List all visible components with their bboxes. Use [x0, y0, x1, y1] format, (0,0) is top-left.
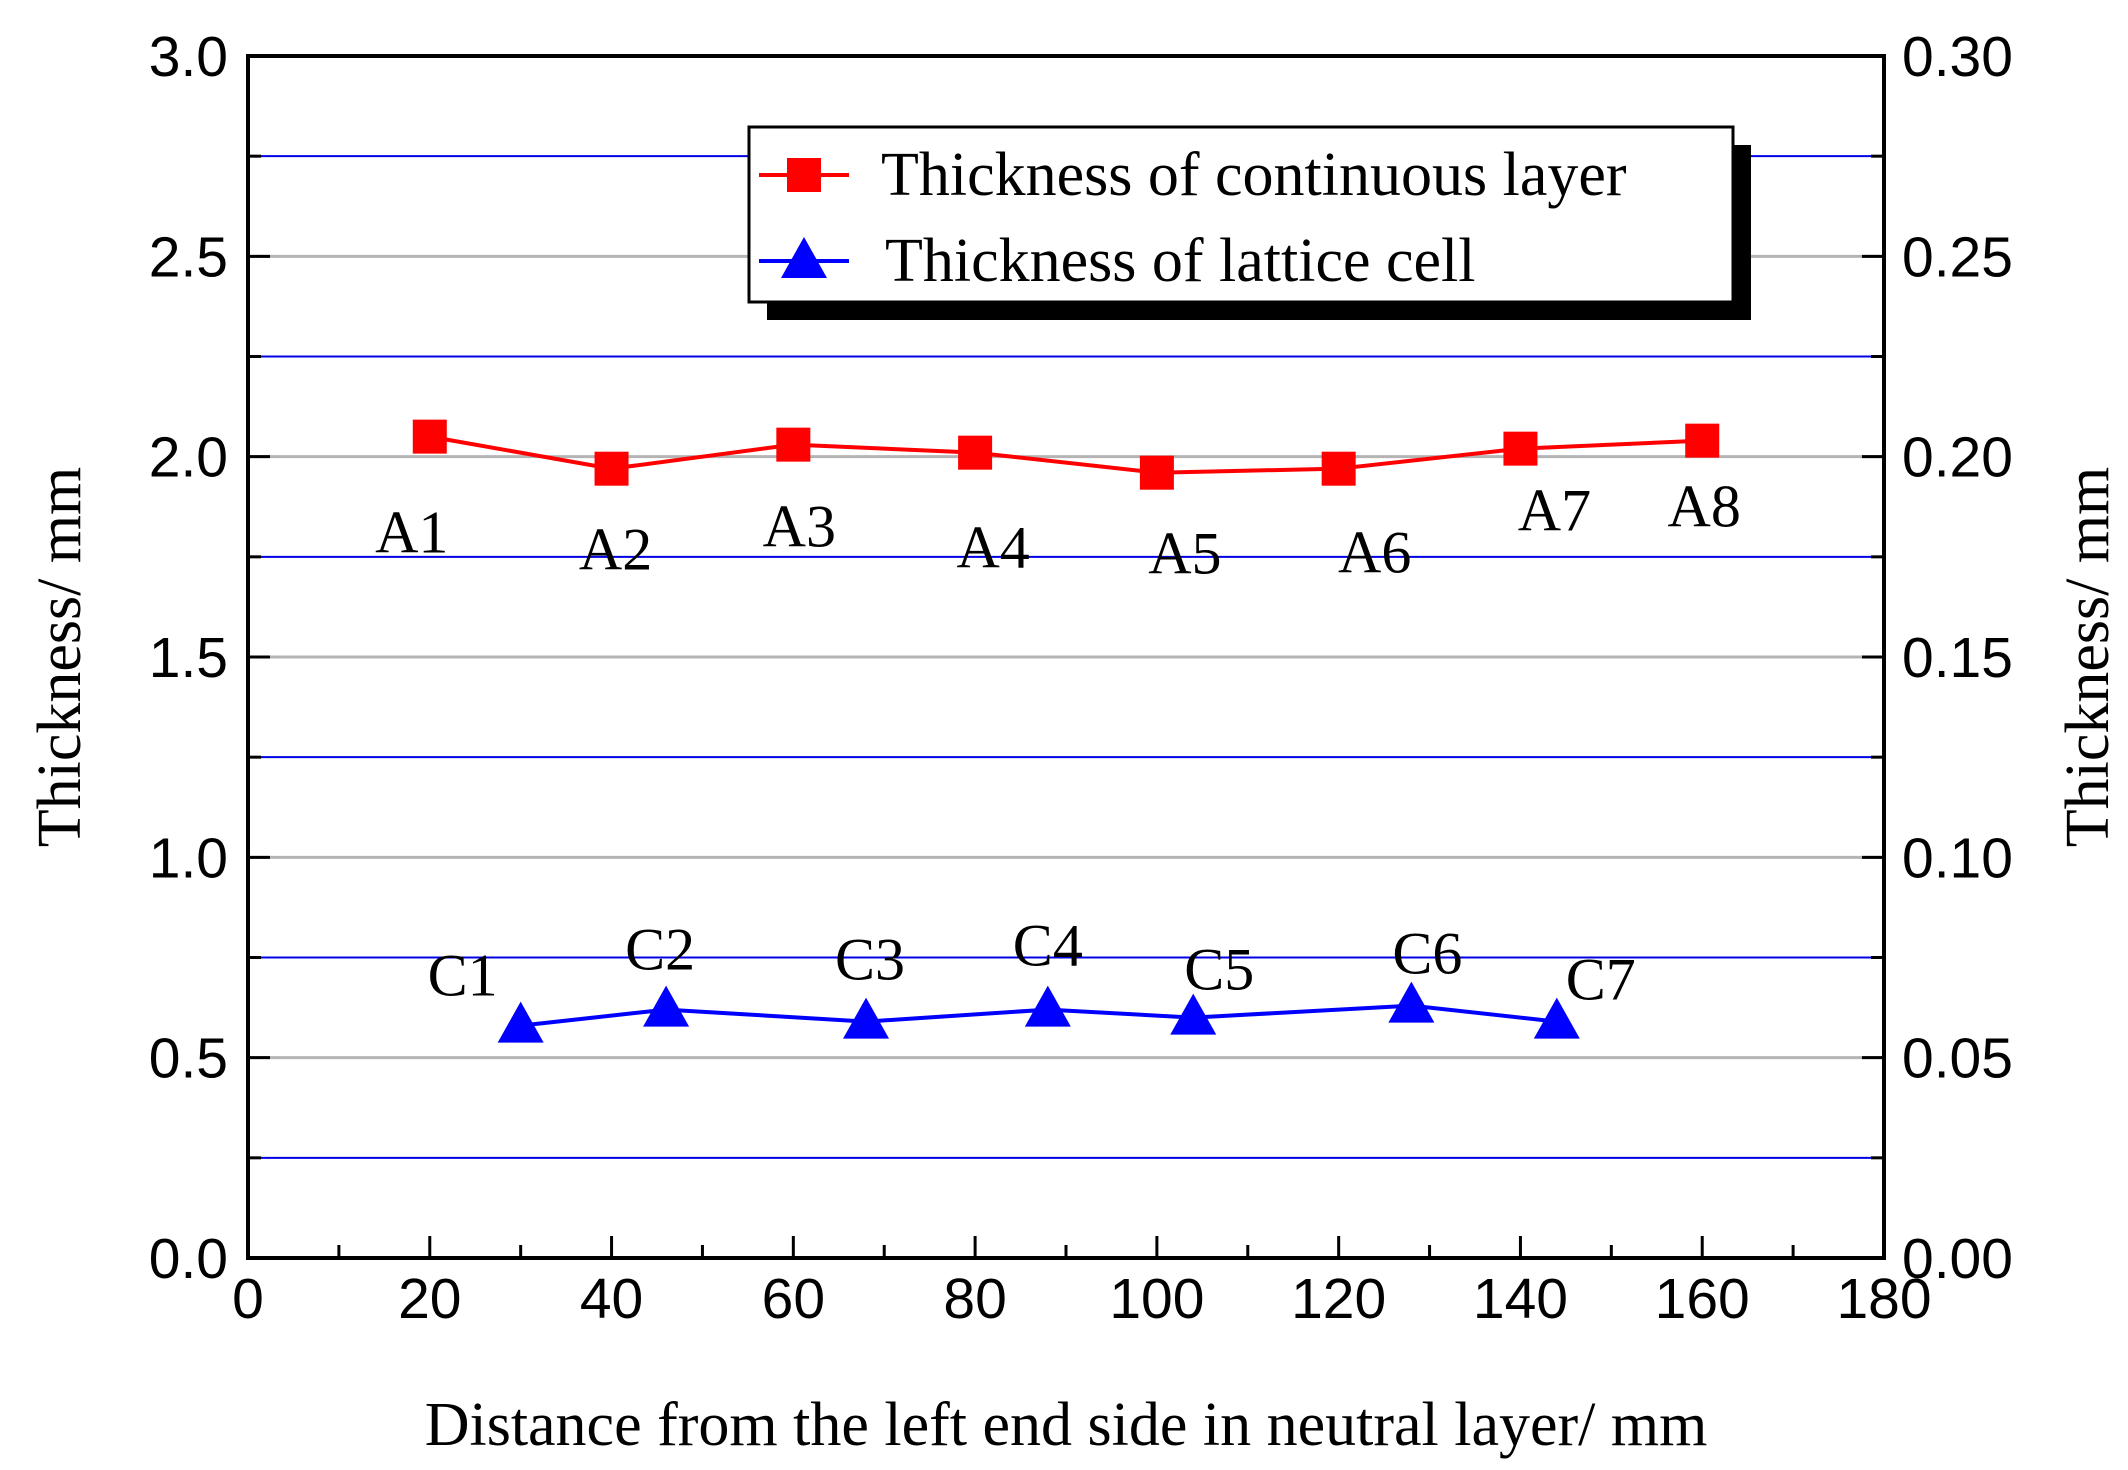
continuous-layer-point-label: A1 — [375, 500, 448, 566]
continuous-layer-point — [958, 435, 993, 470]
legend-swatch-marker-continuous-layer — [787, 158, 821, 192]
lattice-cell-point-label: C4 — [1013, 913, 1083, 979]
y-right-tick-label: 0.20 — [1902, 426, 2013, 490]
continuous-layer-point — [1139, 455, 1174, 490]
lattice-cell-point-label: C1 — [428, 943, 498, 1009]
y-right-tick-labels: 0.00 0.05 0.10 0.15 0.20 0.25 0.30 — [1902, 25, 2013, 1291]
x-tick-label: 100 — [1109, 1267, 1204, 1331]
y-left-tick-label: 0.5 — [149, 1027, 228, 1091]
continuous-layer-line — [429, 434, 1703, 475]
continuous-layer-point — [776, 427, 811, 462]
lattice-cell-point — [497, 1001, 544, 1043]
plot-frame — [246, 54, 1886, 1260]
legend: Thickness of continuous layer Thickness … — [747, 125, 1751, 320]
y-left-tick-label: 2.5 — [149, 225, 228, 289]
lattice-cell-point — [1388, 981, 1435, 1023]
y-left-tick-labels: 0.0 0.5 1.0 1.5 2.0 2.5 3.0 — [149, 25, 228, 1291]
legend-box — [747, 125, 1735, 304]
lattice-cell-point-label: C6 — [1392, 921, 1462, 987]
point-labels: A1 A2 A3 A4 A5 A6 A7 A8 C1 C2 C3 C4 C5 C6 C7 — [375, 474, 1741, 1013]
x-tick-label: 80 — [943, 1267, 1006, 1331]
y-right-tick-label: 0.00 — [1902, 1227, 2013, 1291]
y-left-tick-label: 0.0 — [149, 1227, 228, 1291]
legend-label-lattice-cell: Thickness of lattice cell — [885, 227, 1475, 295]
lattice-cell-point-label: C5 — [1184, 937, 1254, 1003]
y-right-axis-title: Thickness/ mm — [2054, 467, 2122, 848]
lattice-cell-point — [643, 985, 690, 1027]
continuous-layer-point — [1503, 431, 1538, 466]
x-tick-label: 160 — [1655, 1267, 1750, 1331]
x-tick-label: 40 — [580, 1267, 643, 1331]
y-left-tick-label: 2.0 — [149, 426, 228, 490]
x-tick-labels: 0 20 40 60 80 100 120 140 160 180 — [232, 1267, 1931, 1331]
continuous-layer-point-label: A7 — [1518, 478, 1591, 544]
y-left-tick-label: 1.5 — [149, 626, 228, 690]
legend-swatches — [759, 158, 849, 278]
lattice-cell-point — [1170, 993, 1217, 1035]
continuous-layer-point — [1321, 451, 1356, 486]
continuous-layer-point-label: A5 — [1148, 521, 1221, 587]
y-right-tick-label: 0.05 — [1902, 1027, 2013, 1091]
y-right-tick-label: 0.30 — [1902, 25, 2013, 89]
x-tick-label: 0 — [232, 1267, 264, 1331]
lattice-cell-point — [843, 997, 890, 1039]
x-tick-label: 20 — [398, 1267, 461, 1331]
continuous-layer-point — [594, 451, 629, 486]
y-left-tick-label: 3.0 — [149, 25, 228, 89]
legend-label-continuous-layer: Thickness of continuous layer — [881, 141, 1627, 209]
continuous-layer-point-label: A2 — [579, 517, 652, 583]
x-tick-label: 140 — [1473, 1267, 1568, 1331]
continuous-layer-point — [1685, 423, 1720, 458]
x-axis-title: Distance from the left end side in neutr… — [425, 1391, 1708, 1459]
x-tick-label: 120 — [1291, 1267, 1386, 1331]
lattice-cell-point — [1024, 985, 1071, 1027]
series — [412, 419, 1720, 1043]
continuous-layer-point-label: A6 — [1338, 520, 1411, 586]
continuous-layer-point — [412, 419, 447, 454]
lattice-cell-point-label: C3 — [835, 927, 905, 993]
y-left-axis-title: Thickness/ mm — [26, 467, 94, 848]
continuous-layer-point-label: A8 — [1668, 474, 1741, 540]
lattice-cell-point-label: C2 — [625, 917, 695, 983]
continuous-layer-point-label: A3 — [763, 494, 836, 560]
lattice-cell-point — [1533, 997, 1580, 1039]
y-right-tick-label: 0.15 — [1902, 626, 2013, 690]
lattice-cell-point-label: C7 — [1566, 947, 1636, 1013]
x-tick-label: 60 — [762, 1267, 825, 1331]
y-left-tick-label: 1.0 — [149, 826, 228, 890]
continuous-layer-point-label: A4 — [956, 515, 1029, 581]
y-right-tick-label: 0.25 — [1902, 225, 2013, 289]
x-tick-label: 180 — [1836, 1267, 1931, 1331]
legend-swatch-marker-lattice-cell — [781, 237, 827, 278]
y-right-tick-label: 0.10 — [1902, 826, 2013, 890]
